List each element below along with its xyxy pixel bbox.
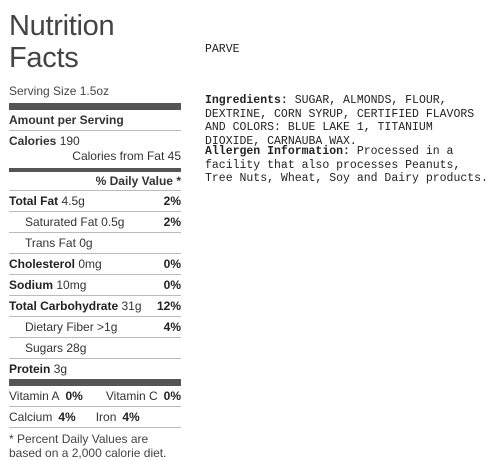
allergen-text: Processed in a facility that also proces… — [205, 145, 488, 185]
calories-value: 190 — [59, 134, 80, 148]
nutrient-pct: 0% — [163, 278, 181, 292]
nutrient-pct: 2% — [163, 215, 181, 229]
nutrient-name: Dietary Fiber — [25, 320, 94, 334]
vitamins-row-a-c: Vitamin A 0% Vitamin C 0% — [9, 386, 181, 406]
nutrient-row-trans-fat: Trans Fat 0g — [9, 233, 181, 253]
nutrient-pct: 0% — [163, 257, 181, 271]
calories-label: Calories — [9, 134, 57, 148]
calcium-pct: 4% — [58, 410, 76, 424]
nutrient-amount: >1g — [97, 320, 118, 334]
ingredients: Ingredients: SUGAR, ALMONDS, FLOUR, DEXT… — [205, 94, 490, 148]
nutrient-row-dietary-fiber: Dietary Fiber >1g 4% — [9, 317, 181, 337]
nutrient-name: Saturated Fat — [25, 215, 98, 229]
allergen-information: Allergen Information: Processed in a fac… — [205, 145, 490, 186]
ingredients-label: Ingredients: — [205, 94, 288, 107]
divider — [9, 130, 181, 131]
iron-pct: 4% — [122, 410, 140, 424]
nutrient-amount: 0g — [79, 236, 93, 250]
vitamin-a-label: Vitamin A — [9, 389, 60, 403]
divider — [9, 358, 181, 359]
nutrition-facts-label: Nutrition Facts Serving Size 1.5oz Amoun… — [9, 10, 181, 460]
nutrient-amount: 0.5g — [101, 215, 125, 229]
divider-thick — [9, 379, 181, 386]
nutrient-amount: 3g — [53, 362, 68, 376]
nutrient-name: Cholesterol — [9, 257, 76, 271]
iron-label: Iron — [95, 410, 117, 424]
divider — [9, 253, 181, 254]
divider — [9, 316, 181, 317]
divider — [9, 274, 181, 275]
ingredients-text: SUGAR, ALMONDS, FLOUR, DEXTRINE, CORN SY… — [205, 94, 475, 148]
nutrient-amount: 4.5g — [61, 194, 85, 208]
nutrient-row-total-fat: Total Fat 4.5g 2% — [9, 191, 181, 211]
nutrient-row-total-carbohydrate: Total Carbohydrate 31g 12% — [9, 296, 181, 316]
nutrient-name: Protein — [9, 362, 51, 376]
amount-per-serving: Amount per Serving — [9, 113, 124, 127]
nutrient-row-sugars: Sugars 28g — [9, 338, 181, 358]
nutrient-pct: 12% — [156, 299, 181, 313]
nutrient-name: Sugars — [25, 341, 64, 355]
nutrient-amount: 28g — [66, 341, 87, 355]
nutrient-name: Sodium — [9, 278, 53, 292]
divider-medium — [9, 168, 181, 172]
divider — [9, 190, 181, 191]
nutrient-amount: 0mg — [78, 257, 102, 271]
nutrient-name: Total Fat — [9, 194, 59, 208]
nutrient-pct: 2% — [163, 194, 181, 208]
nutrient-pct: 4% — [163, 320, 181, 334]
vitamin-a-pct: 0% — [65, 389, 83, 403]
calcium-label: Calcium — [9, 410, 53, 424]
divider — [9, 232, 181, 233]
vitamin-c-label: Vitamin C — [105, 389, 158, 403]
nutrient-row-sodium: Sodium 10mg 0% — [9, 275, 181, 295]
divider — [9, 406, 181, 407]
vitamin-c-pct: 0% — [163, 389, 181, 403]
allergen-label: Allergen Information: — [205, 145, 350, 158]
nutrient-row-saturated-fat: Saturated Fat 0.5g 2% — [9, 212, 181, 232]
divider — [9, 427, 181, 428]
nutrient-amount: 10mg — [56, 278, 87, 292]
divider — [9, 211, 181, 212]
calories-block: Calories 190 Calories from Fat 45 — [9, 131, 181, 168]
serving-size: Serving Size 1.5oz — [9, 84, 110, 98]
divider-thick — [9, 103, 181, 110]
daily-value-footnote: * Percent Daily Values are based on a 2,… — [9, 432, 167, 460]
nutrition-facts-title: Nutrition Facts — [9, 10, 115, 74]
calories-from-fat: Calories from Fat 45 — [72, 149, 181, 163]
parve-designation: PARVE — [205, 43, 240, 56]
nutrient-amount: 31g — [121, 299, 142, 313]
daily-value-header: % Daily Value * — [95, 174, 181, 188]
divider — [9, 337, 181, 338]
divider — [9, 295, 181, 296]
nutrient-row-protein: Protein 3g — [9, 359, 181, 379]
nutrient-name: Trans Fat — [25, 236, 76, 250]
nutrient-row-cholesterol: Cholesterol 0mg 0% — [9, 254, 181, 274]
nutrient-name: Total Carbohydrate — [9, 299, 119, 313]
vitamins-row-calcium-iron: Calcium 4% Iron 4% — [9, 407, 181, 427]
